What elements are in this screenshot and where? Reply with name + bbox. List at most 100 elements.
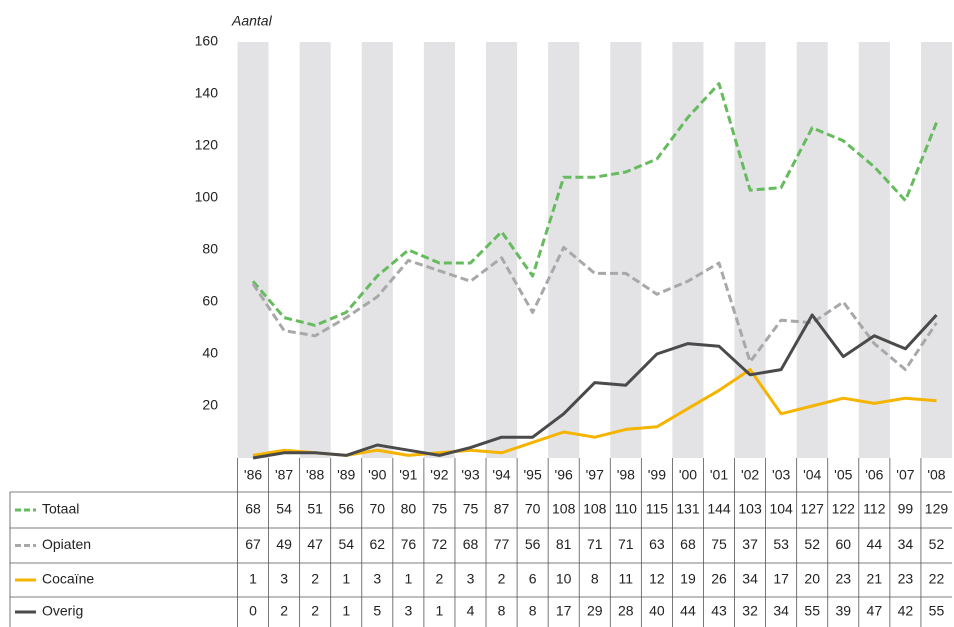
table-value: 3 [373,571,381,587]
column-band [920,42,952,458]
y-tick-label: 20 [202,397,218,413]
table-value: 56 [338,501,354,517]
series-line [251,245,938,372]
y-axis-label: Aantal [231,13,273,29]
table-value: 104 [769,501,793,517]
table-value: 28 [618,603,634,619]
table-value: 5 [373,603,381,619]
table-value: 44 [867,536,883,552]
table-value: 11 [619,571,634,587]
table-value: 20 [804,571,820,587]
x-tick-label: '87 [275,467,293,483]
table-value: 1 [342,603,350,619]
column-band [423,42,455,458]
legend-label: Totaal [42,501,79,517]
table-value: 99 [898,501,914,517]
column-band [299,42,331,458]
x-tick-label: '03 [772,467,790,483]
y-tick-label: 40 [202,345,218,361]
table-value: 47 [867,603,883,619]
table-value: 2 [311,603,319,619]
table-value: 8 [591,571,599,587]
y-tick-label: 120 [195,137,219,153]
table-value: 75 [432,501,448,517]
x-tick-label: '95 [523,467,541,483]
y-tick-label: 100 [195,189,219,205]
x-tick-label: '07 [896,467,914,483]
y-tick-label: 160 [195,33,219,49]
table-value: 51 [307,501,323,517]
table-value: 47 [307,536,323,552]
table-value: 3 [404,603,412,619]
table-value: 40 [649,603,665,619]
table-value: 34 [898,536,914,552]
table-value: 8 [529,603,537,619]
table-value: 42 [898,603,914,619]
table-value: 1 [436,603,444,619]
table-value: 10 [556,571,572,587]
table-value: 71 [618,536,634,552]
table-value: 37 [742,536,758,552]
column-band [237,42,269,458]
x-tick-label: '86 [244,467,262,483]
x-tick-label: '08 [927,467,945,483]
table-value: 2 [436,571,444,587]
table-value: 110 [615,501,638,517]
table-value: 80 [401,501,417,517]
table-value: 2 [498,571,506,587]
table-value: 29 [587,603,603,619]
column-band [610,42,642,458]
table-value: 127 [801,501,825,517]
column-band [672,42,704,458]
table-value: 52 [929,536,945,552]
table-value: 62 [370,536,386,552]
series-line [251,82,938,327]
x-tick-label: '88 [306,467,324,483]
x-tick-label: '98 [617,467,635,483]
table-value: 3 [467,571,475,587]
table-value: 23 [898,571,914,587]
series-line [252,313,938,460]
legend-label: Opiaten [42,536,91,552]
table-value: 76 [401,536,417,552]
table-value: 49 [276,536,292,552]
table-value: 60 [835,536,851,552]
x-tick-label: '91 [399,467,417,483]
table-value: 144 [707,501,731,517]
table-value: 0 [249,603,257,619]
table-value: 54 [276,501,292,517]
table-value: 1 [342,571,350,587]
table-value: 77 [494,536,510,552]
table-value: 12 [649,571,665,587]
table-value: 55 [929,603,945,619]
x-tick-label: '92 [430,467,448,483]
table-value: 68 [245,501,261,517]
table-value: 21 [867,571,883,587]
table-value: 2 [280,603,288,619]
table-value: 129 [925,501,949,517]
table-value: 67 [245,536,261,552]
table-value: 26 [711,571,727,587]
column-band [858,42,890,458]
column-band [486,42,518,458]
series-line [252,368,937,457]
x-tick-label: '90 [368,467,386,483]
table-value: 23 [835,571,851,587]
table-value: 56 [525,536,541,552]
table-value: 103 [738,501,762,517]
table-value: 75 [463,501,479,517]
table-value: 43 [711,603,727,619]
x-tick-label: '01 [710,467,728,483]
table-value: 6 [529,571,537,587]
table-value: 34 [742,571,758,587]
table-value: 75 [711,536,727,552]
x-tick-label: '06 [865,467,883,483]
table-value: 71 [587,536,603,552]
y-tick-label: 80 [202,241,218,257]
table-value: 17 [773,571,789,587]
table-value: 4 [467,603,475,619]
table-value: 44 [680,603,696,619]
table-value: 68 [680,536,696,552]
table-value: 122 [832,501,856,517]
